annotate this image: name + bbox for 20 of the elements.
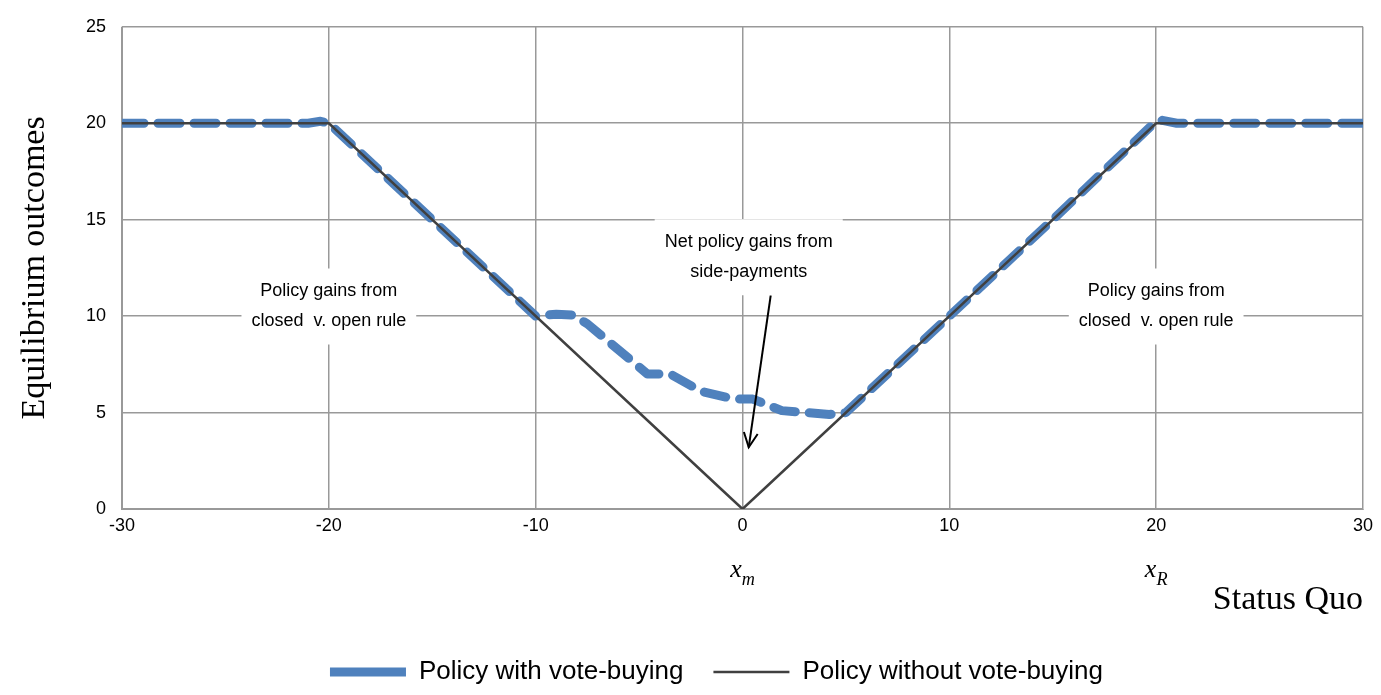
legend-label: Policy with vote-buying [418,655,684,686]
x-tick-label: 0 [737,514,748,535]
x-tick-label: 30 [1352,514,1374,535]
x-tick-label: 20 [1146,514,1167,535]
y-tick-label: 10 [85,305,107,326]
legend-label: Policy without vote-buying [802,655,1104,686]
annotation: Policy gains from closed v. open rule [1078,280,1234,331]
y-tick-label: 25 [85,15,107,36]
y-tick-label: 0 [96,497,107,518]
x-tick-label: 10 [939,514,960,535]
annotation: Policy gains from closed v. open rule [251,280,407,331]
x-tick-label: -10 [522,514,549,535]
annotation: Net policy gains from side-payments [664,231,833,282]
y-tick-label: 20 [85,112,107,133]
x-tick-label: -20 [315,514,342,535]
y-tick-label: 5 [96,401,107,422]
y-axis-title: Equilibrium outcomes [14,116,51,420]
y-tick-label: 15 [85,208,107,229]
x-tick-label: -30 [109,514,136,535]
x-axis-title: Status Quo [1212,579,1363,616]
